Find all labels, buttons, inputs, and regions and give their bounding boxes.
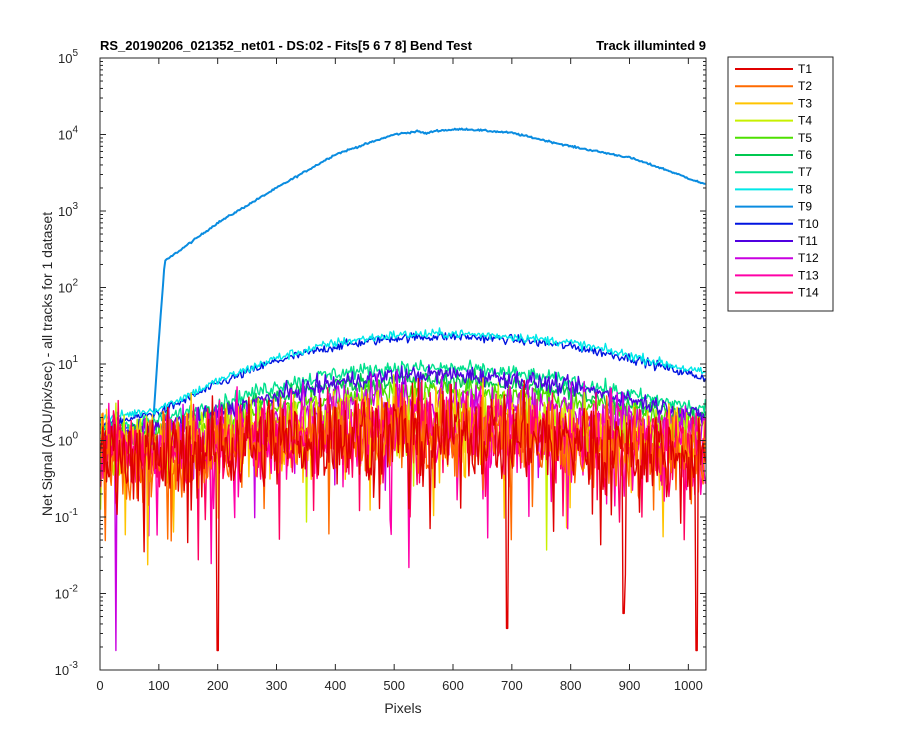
legend-label-t1: T1: [798, 62, 812, 76]
y-tick-label: 10-2: [55, 584, 79, 602]
x-tick-label: 800: [560, 678, 582, 693]
x-tick-label: 900: [619, 678, 641, 693]
series-line-t8: [99, 327, 706, 424]
legend-label-t10: T10: [798, 217, 819, 231]
legend-label-t9: T9: [798, 200, 812, 214]
legend: T1 T2 T3 T4 T5 T6 T7 T8 T9 T10 T11 T12 T13 T14: [727, 56, 834, 312]
legend-box: [727, 56, 834, 312]
x-tick-label: 0: [96, 678, 103, 693]
series-line-t9: [100, 127, 706, 431]
legend-label-t2: T2: [798, 79, 812, 93]
legend-label-t4: T4: [798, 114, 812, 128]
y-tick-label: 10-3: [55, 660, 79, 678]
legend-label-t13: T13: [798, 268, 819, 282]
x-tick-label: 400: [324, 678, 346, 693]
series-line-t1: [99, 377, 707, 652]
y-tick-label-exponent: 3: [72, 201, 78, 212]
legend-label-t11: T11: [798, 234, 818, 248]
chart-title: RS_20190206_021352_net01 - DS:02 - Fits[…: [100, 38, 473, 53]
x-tick-label: 300: [266, 678, 288, 693]
series-line-t7: [99, 359, 707, 434]
y-axis-label: Net Signal (ADU/pix/sec) - all tracks fo…: [39, 212, 55, 516]
y-tick-label-base: 10: [58, 357, 72, 372]
series-layer: [99, 127, 707, 652]
x-axis-label: Pixels: [384, 700, 421, 716]
y-tick-label: 10-1: [55, 507, 79, 525]
y-tick-label: 105: [58, 48, 78, 66]
y-tick-label-exponent: 5: [72, 48, 78, 59]
legend-label-t5: T5: [798, 131, 812, 145]
legend-label-t12: T12: [798, 251, 819, 265]
x-tick-label: 700: [501, 678, 523, 693]
legend-label-t14: T14: [798, 286, 819, 300]
y-tick-label-exponent: 1: [72, 354, 78, 365]
y-tick-label-base: 10: [58, 434, 72, 449]
x-tick-label: 100: [148, 678, 170, 693]
legend-label-t3: T3: [798, 96, 812, 110]
x-tick-label: 500: [383, 678, 405, 693]
y-tick-label: 103: [58, 201, 78, 219]
legend-label-t7: T7: [798, 165, 812, 179]
y-tick-label-base: 10: [55, 510, 69, 525]
legend-label-t6: T6: [798, 148, 812, 162]
legend-label-t8: T8: [798, 182, 812, 196]
y-tick-label: 102: [58, 278, 78, 296]
ticks-layer: 0 100 200 300 400 500 600 700 800 900 100010-310-2…: [55, 48, 706, 693]
x-tick-label: 600: [442, 678, 464, 693]
x-tick-label: 1000: [674, 678, 703, 693]
y-tick-label-base: 10: [58, 128, 72, 143]
y-tick-label-exponent: -3: [69, 660, 78, 671]
y-tick-label-base: 10: [55, 587, 69, 602]
y-tick-label: 104: [58, 125, 78, 143]
y-tick-label: 101: [58, 354, 78, 372]
y-tick-label-exponent: -1: [69, 507, 78, 518]
y-tick-label-base: 10: [55, 663, 69, 678]
series-line-t10: [99, 332, 707, 429]
y-tick-label-base: 10: [58, 281, 72, 296]
y-tick-label-exponent: 4: [72, 125, 78, 136]
chart-title-right: Track illuminted 9: [596, 38, 706, 53]
y-tick-label-exponent: -2: [69, 584, 78, 595]
y-tick-label-exponent: 0: [72, 431, 78, 442]
y-tick-label-base: 10: [58, 204, 72, 219]
y-tick-label-base: 10: [58, 51, 72, 66]
y-tick-label: 100: [58, 431, 78, 449]
x-tick-label: 200: [207, 678, 229, 693]
y-tick-label-exponent: 2: [72, 278, 78, 289]
